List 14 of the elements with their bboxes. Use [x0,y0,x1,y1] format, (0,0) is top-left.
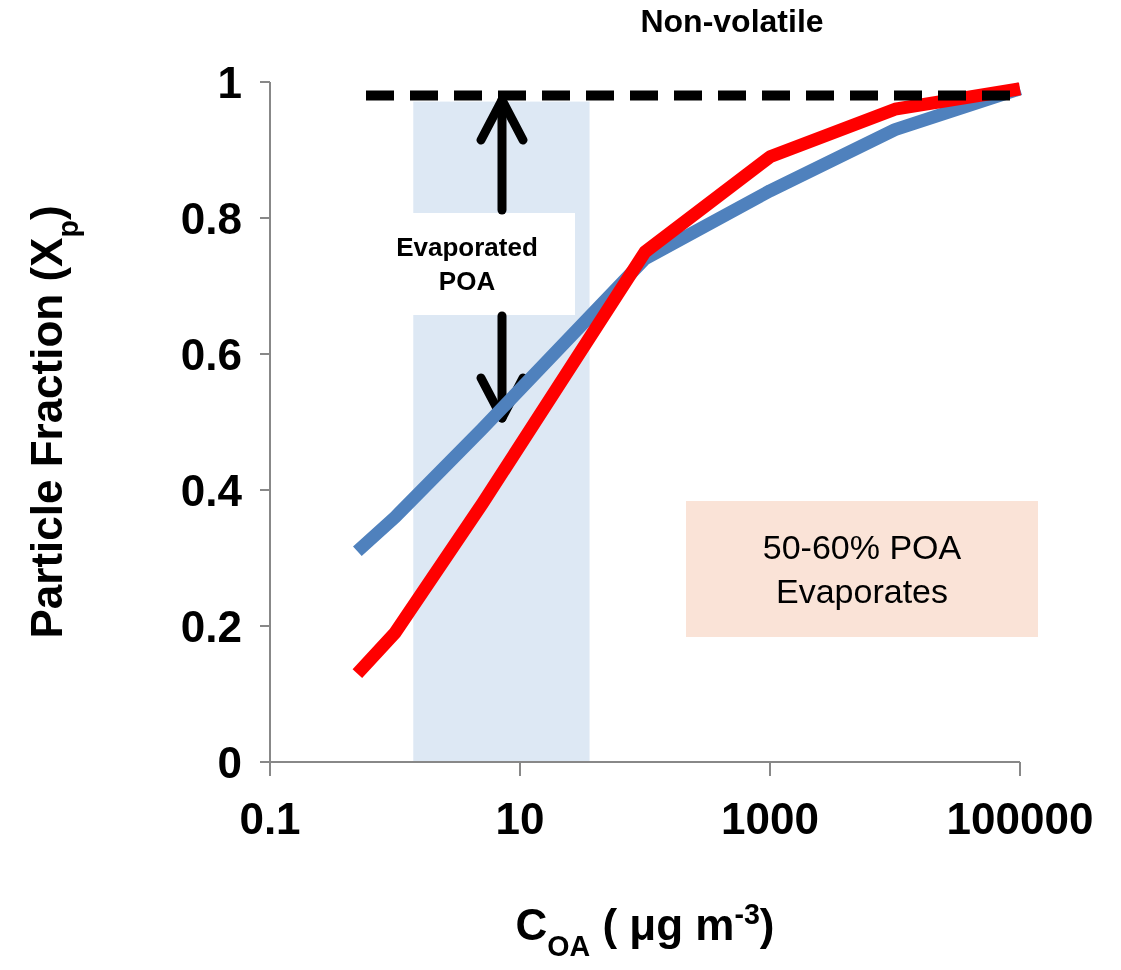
x-tick-label: 10 [495,794,545,843]
ref-line-label: Non-volatile [640,3,824,39]
annotation: 50-60% POA Evaporates [762,527,962,611]
y-tick-label: 0.6 [180,329,242,379]
x-tick-label: 1000 [721,794,819,843]
y-tick-label: 1 [217,57,242,107]
y-tick-label: 0.4 [180,465,243,515]
y-tick-label: 0 [217,737,242,787]
y-tick-label: 0.8 [180,193,242,243]
y-tick-label: 0.2 [180,601,242,651]
x-axis-title: C$_{OA}$ ( μg m$^{-3}$) [515,898,775,962]
x-tick-label: 100000 [946,794,1094,843]
annotation: Evaporated POA [396,232,538,296]
x-tick-label: 0.1 [239,794,301,843]
